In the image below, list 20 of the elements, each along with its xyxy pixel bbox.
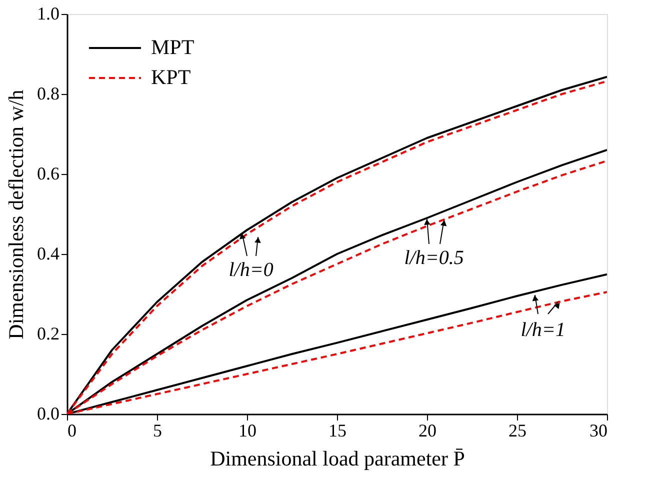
annotation: l/h=0	[228, 259, 274, 281]
legend-label: KPT	[151, 65, 191, 89]
x-tick-label: 10	[238, 420, 256, 440]
y-tick-label: 0.8	[37, 84, 60, 104]
y-tick-label: 0.0	[37, 404, 60, 424]
x-axis-title: Dimensional load parameter P̄	[210, 446, 465, 470]
y-tick-label: 0.2	[37, 324, 60, 344]
x-tick-label: 15	[328, 420, 346, 440]
x-tick-label: 5	[153, 420, 162, 440]
x-tick-label: 30	[590, 420, 608, 440]
annotation: l/h=0.5	[404, 247, 464, 269]
legend-label: MPT	[151, 35, 194, 59]
x-tick-label: 20	[418, 420, 436, 440]
x-tick-label: 0	[68, 420, 76, 440]
y-tick-label: 0.4	[37, 244, 60, 264]
y-axis-title: Dimensionless deflection w/h	[4, 89, 28, 340]
x-tick-label: 25	[508, 420, 526, 440]
annotation: l/h=1	[520, 319, 566, 341]
y-tick-label: 1.0	[37, 4, 60, 24]
y-tick-label: 0.6	[37, 164, 60, 184]
